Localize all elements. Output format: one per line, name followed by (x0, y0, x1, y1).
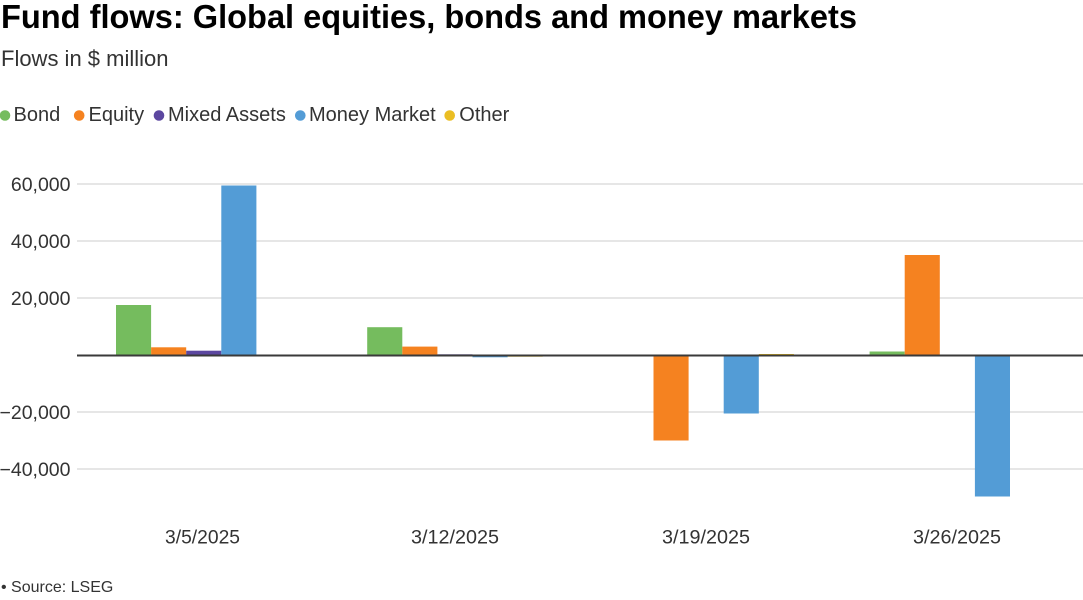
svg-text:Other: Other (459, 104, 509, 126)
svg-text:Equity: Equity (89, 104, 145, 126)
svg-text:3/12/2025: 3/12/2025 (411, 527, 499, 549)
svg-text:−40,000: −40,000 (0, 459, 71, 481)
svg-text:60,000: 60,000 (11, 174, 71, 196)
svg-text:Money Market: Money Market (309, 104, 436, 126)
svg-text:Flows in $ million: Flows in $ million (1, 46, 169, 71)
svg-text:Bond: Bond (14, 104, 61, 126)
svg-text:20,000: 20,000 (11, 288, 71, 310)
svg-text:Fund flows: Global equities, b: Fund flows: Global equities, bonds and m… (1, 0, 857, 36)
svg-text:3/5/2025: 3/5/2025 (165, 527, 240, 549)
svg-text:−20,000: −20,000 (0, 402, 71, 424)
svg-text:3/26/2025: 3/26/2025 (913, 527, 1001, 549)
svg-text:Mixed Assets: Mixed Assets (168, 104, 286, 126)
svg-text:• Source: LSEG: • Source: LSEG (1, 579, 113, 596)
svg-text:3/19/2025: 3/19/2025 (662, 527, 750, 549)
svg-text:40,000: 40,000 (11, 231, 71, 253)
